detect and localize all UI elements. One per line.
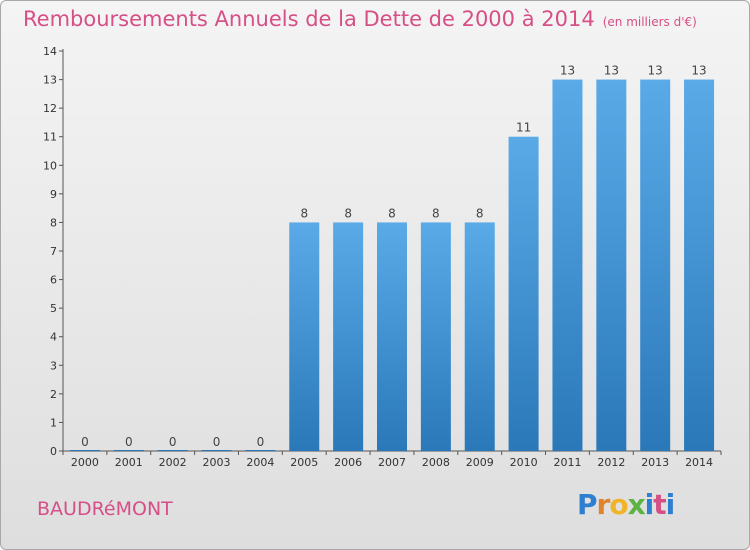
bar	[245, 450, 276, 451]
x-tick-label: 2000	[71, 456, 99, 469]
x-tick-label: 2002	[159, 456, 187, 469]
bar	[157, 450, 188, 451]
x-tick-label: 2010	[510, 456, 538, 469]
x-tick-label: 2003	[203, 456, 231, 469]
bar	[464, 222, 495, 451]
y-tick-label: 3	[50, 359, 57, 372]
data-label: 0	[81, 435, 89, 449]
logo-letter-p: P	[577, 488, 598, 521]
bar	[640, 79, 671, 452]
y-tick-label: 8	[50, 216, 57, 229]
bar	[113, 450, 144, 451]
city-name: BAUDRéMONT	[37, 498, 173, 520]
bar	[684, 79, 715, 452]
x-tick-label: 2006	[334, 456, 362, 469]
data-label: 8	[300, 206, 308, 220]
data-label: 0	[125, 435, 133, 449]
x-tick-label: 2011	[553, 456, 581, 469]
data-label: 0	[257, 435, 265, 449]
data-label: 0	[169, 435, 177, 449]
y-tick-label: 6	[50, 274, 57, 287]
chart-title-text: Remboursements Annuels de la Dette de 20…	[23, 7, 595, 31]
data-label: 8	[476, 206, 484, 220]
data-label: 13	[560, 64, 575, 78]
bar	[333, 222, 364, 451]
logo-letter-i: i	[644, 488, 655, 521]
x-tick-label: 2005	[290, 456, 318, 469]
bar	[201, 450, 232, 451]
data-label: 0	[213, 435, 221, 449]
logo-letter-x: x	[627, 488, 646, 521]
chart-subtitle: (en milliers d'€)	[602, 15, 697, 29]
y-tick-label: 11	[43, 131, 57, 144]
bar	[420, 222, 451, 451]
x-tick-label: 2009	[466, 456, 494, 469]
bar	[377, 222, 407, 451]
x-tick-label: 2013	[641, 456, 669, 469]
x-tick-label: 2001	[115, 456, 143, 469]
data-label: 13	[691, 64, 706, 78]
y-tick-label: 1	[50, 416, 57, 429]
logo-letter-o: o	[609, 488, 628, 521]
data-label: 13	[648, 64, 663, 78]
bar	[552, 79, 583, 452]
x-tick-label: 2008	[422, 456, 450, 469]
data-label: 8	[344, 206, 352, 220]
x-tick-label: 2014	[685, 456, 713, 469]
y-tick-label: 14	[43, 45, 57, 58]
y-tick-label: 4	[50, 331, 57, 344]
logo-letter-i2: i	[665, 488, 676, 521]
y-tick-label: 7	[50, 245, 57, 258]
data-label: 11	[516, 121, 531, 135]
bar	[508, 136, 539, 451]
data-label: 8	[432, 206, 440, 220]
x-tick-label: 2004	[246, 456, 274, 469]
y-tick-label: 12	[43, 102, 57, 115]
y-tick-label: 10	[43, 159, 57, 172]
y-tick-label: 9	[50, 188, 57, 201]
logo-letter-r: r	[596, 488, 611, 521]
logo-letter-t: t	[653, 488, 666, 521]
data-label: 13	[604, 64, 619, 78]
y-tick-label: 5	[50, 302, 57, 315]
bar	[69, 450, 100, 451]
x-tick-label: 2007	[378, 456, 406, 469]
y-tick-label: 2	[50, 388, 57, 401]
y-tick-label: 0	[50, 445, 57, 458]
bar	[596, 79, 627, 452]
bar	[289, 222, 320, 451]
x-tick-label: 2012	[597, 456, 625, 469]
data-label: 8	[388, 206, 396, 220]
y-tick-label: 13	[43, 74, 57, 87]
proxiti-logo: Proxiti	[577, 488, 676, 521]
chart-title: Remboursements Annuels de la Dette de 20…	[23, 7, 697, 31]
